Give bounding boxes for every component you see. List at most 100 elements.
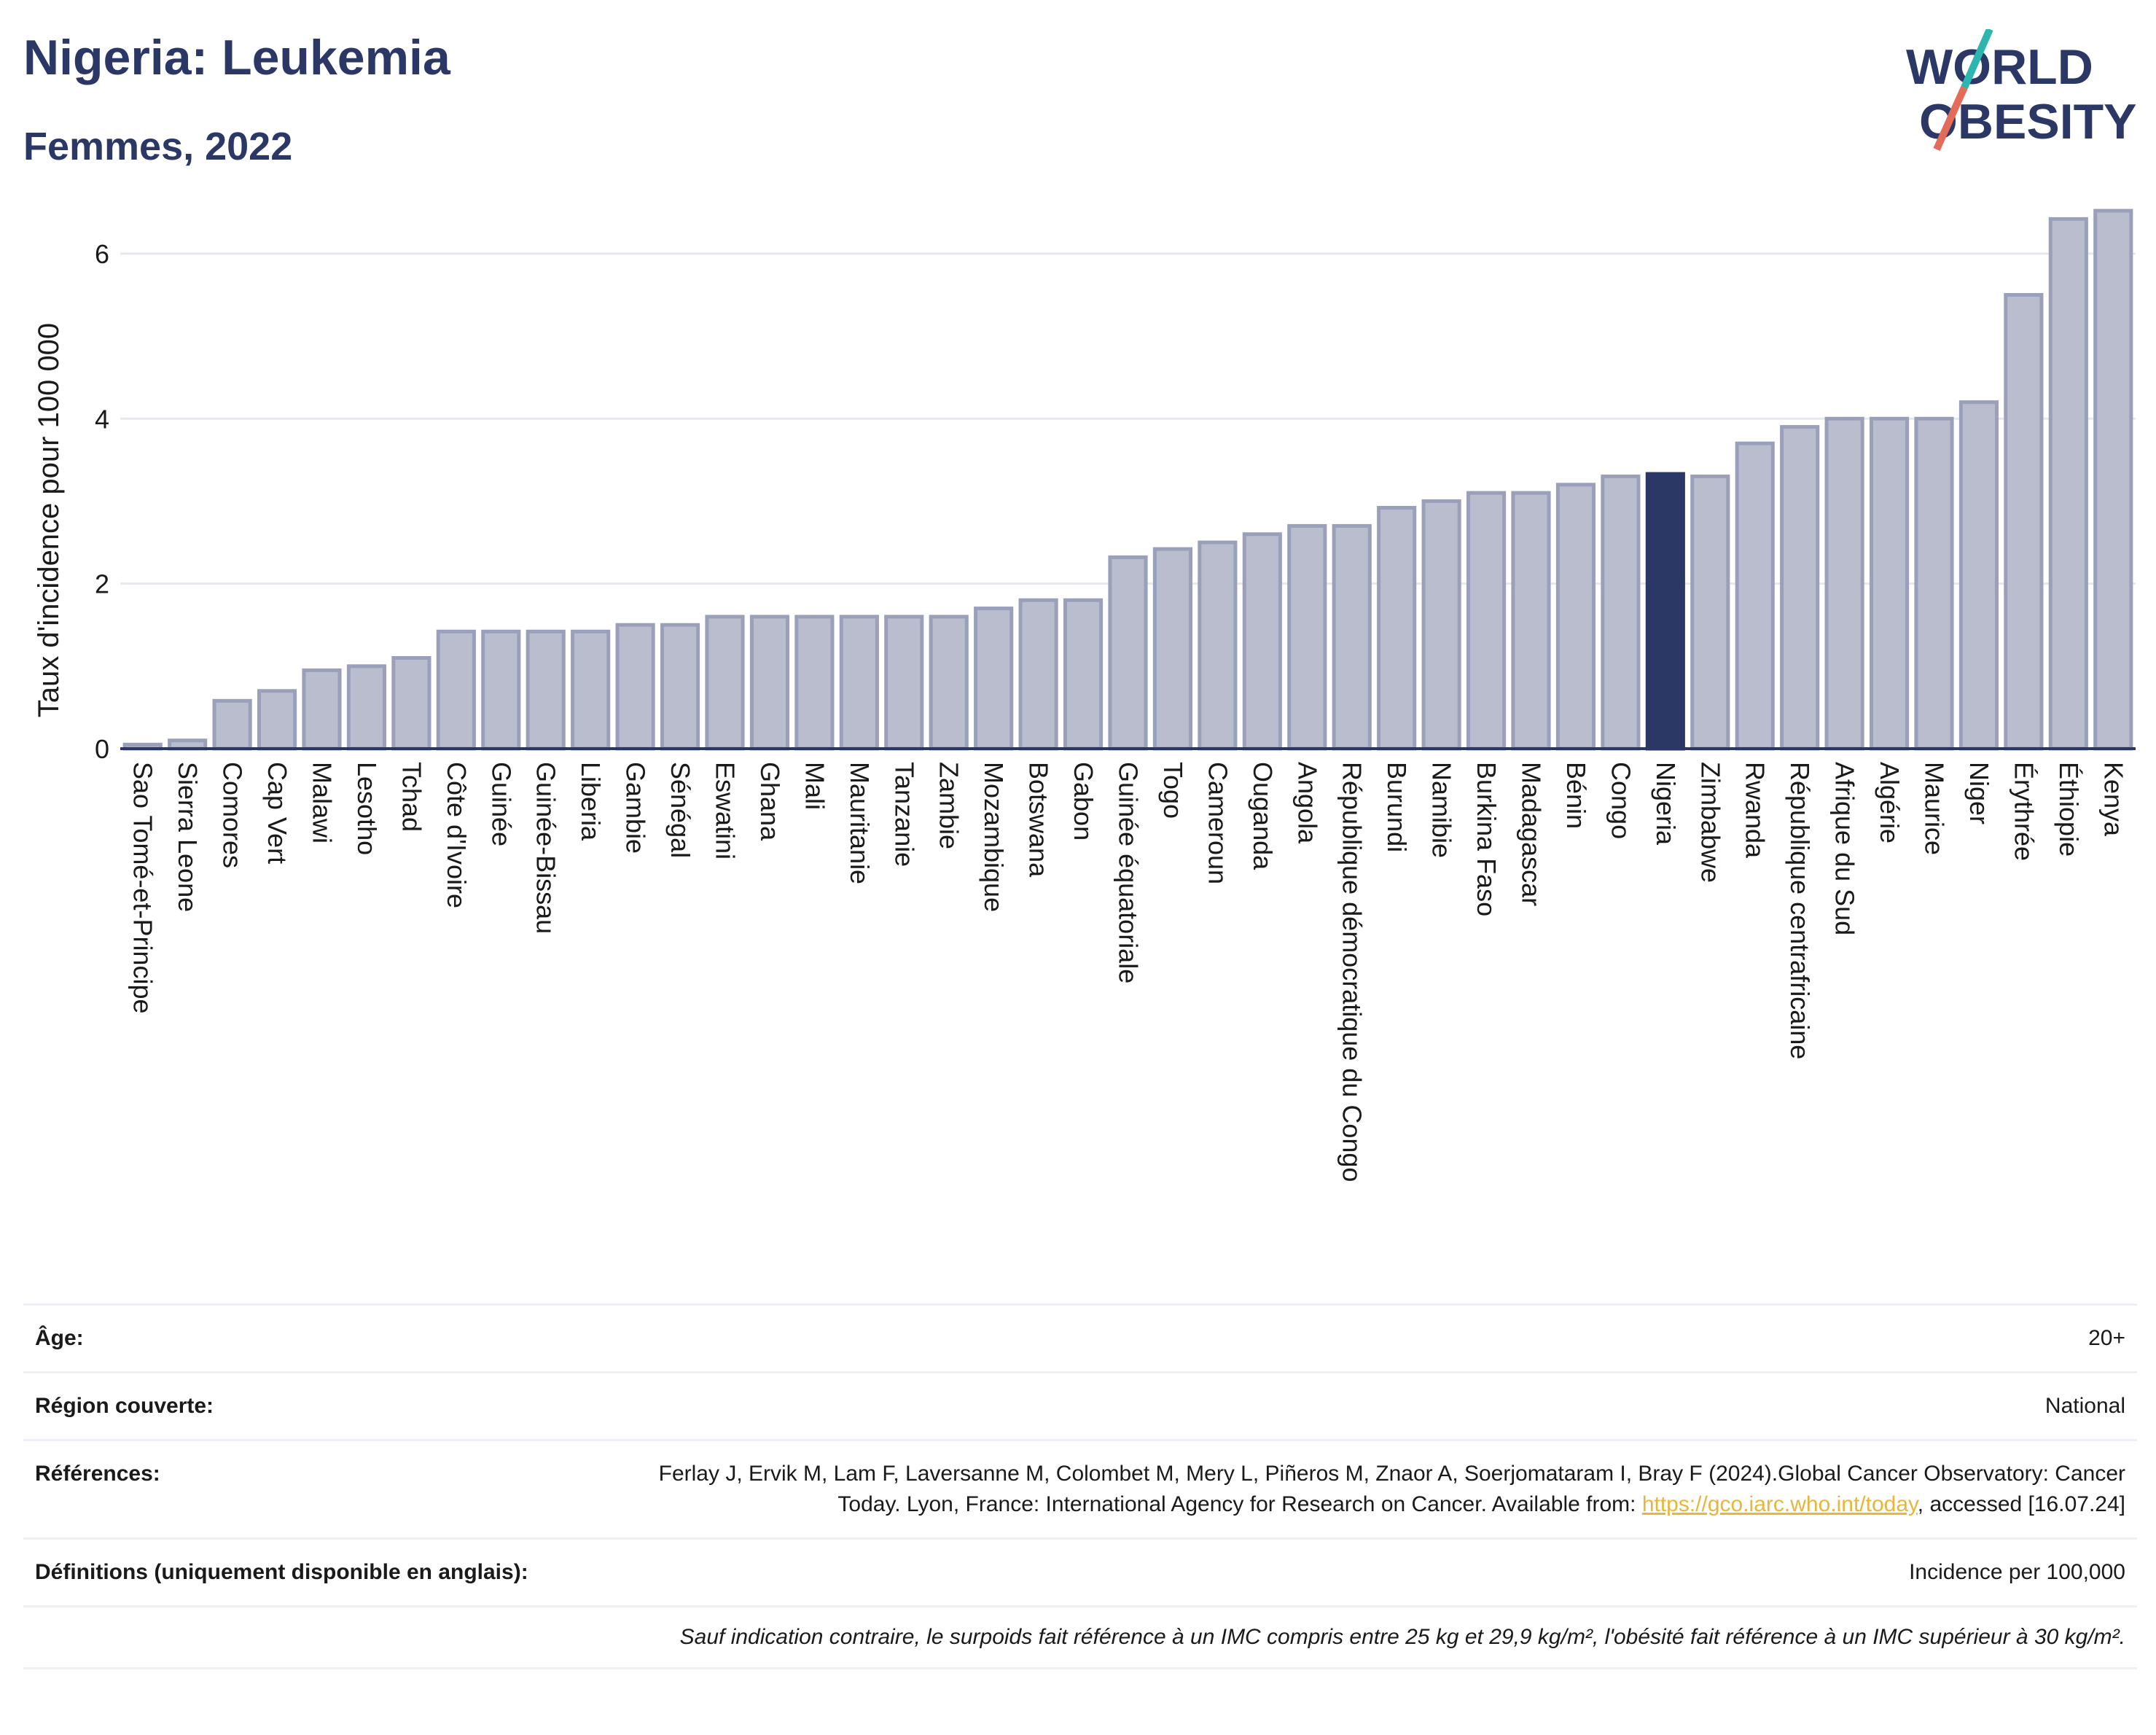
bar bbox=[1511, 491, 1551, 751]
x-tick-label: Gabon bbox=[1069, 762, 1098, 841]
references-text: Ferlay J, Ervik M, Lam F, Laversanne M, … bbox=[658, 1462, 2125, 1516]
bar bbox=[212, 698, 252, 751]
x-tick-label: Madagascar bbox=[1517, 762, 1547, 906]
bar bbox=[929, 615, 969, 751]
bar bbox=[2004, 293, 2044, 751]
bar bbox=[436, 629, 476, 751]
page-subtitle: Femmes, 2022 bbox=[23, 125, 293, 168]
bar bbox=[884, 615, 924, 751]
x-tick-label: Mozambique bbox=[979, 762, 1009, 912]
definitions-value: Incidence per 100,000 bbox=[1909, 1560, 2125, 1584]
bar bbox=[1645, 472, 1685, 751]
bar bbox=[526, 629, 566, 751]
bar bbox=[1377, 506, 1417, 751]
x-tick-label: Kenya bbox=[2098, 762, 2128, 837]
bar bbox=[1018, 598, 1058, 751]
logo-slash-coral bbox=[1933, 85, 1968, 152]
x-tick-label: Éthiopie bbox=[2054, 762, 2084, 857]
x-tick-label: Gambie bbox=[621, 762, 651, 854]
bar bbox=[481, 629, 521, 751]
info-row-age: Âge: 20+ bbox=[23, 1303, 2137, 1371]
bar bbox=[1914, 416, 1954, 751]
x-tick-label: Nigeria bbox=[1651, 762, 1681, 846]
bar bbox=[1690, 475, 1730, 751]
bar bbox=[391, 656, 431, 751]
footnote: Sauf indication contraire, le surpoids f… bbox=[679, 1625, 2125, 1649]
bar bbox=[1198, 540, 1238, 751]
x-tick-label: Burkina Faso bbox=[1472, 762, 1501, 916]
region-value: National bbox=[2044, 1394, 2125, 1418]
info-row-note: Sauf indication contraire, le surpoids f… bbox=[23, 1605, 2137, 1669]
bar bbox=[749, 615, 790, 751]
bars-layer bbox=[120, 208, 2136, 751]
region-label: Région couverte: bbox=[35, 1394, 214, 1418]
x-tick-label: Ghana bbox=[755, 762, 785, 841]
bar bbox=[1108, 555, 1148, 751]
references-link[interactable]: https://gco.iarc.who.int/today bbox=[1641, 1492, 1918, 1516]
bar bbox=[974, 607, 1014, 751]
x-tick-label: Ouganda bbox=[1248, 762, 1278, 870]
x-tick-label: Algérie bbox=[1875, 762, 1905, 843]
bar bbox=[705, 615, 745, 751]
x-tick-label: Zambie bbox=[934, 762, 964, 849]
x-tick-label: Burundi bbox=[1382, 762, 1412, 852]
x-tick-label: Cap Vert bbox=[262, 762, 292, 864]
x-tick-label: Sierra Leone bbox=[173, 762, 203, 912]
y-axis-label: Taux d'incidence pour 100 000 bbox=[33, 323, 65, 717]
bar bbox=[1466, 491, 1507, 751]
bar bbox=[839, 615, 879, 751]
x-tick-label: Guinée équatoriale bbox=[1114, 762, 1144, 983]
x-tick-label: Eswatini bbox=[711, 762, 741, 859]
x-tick-label: Tanzanie bbox=[889, 762, 919, 867]
bar bbox=[2048, 217, 2088, 751]
x-tick-label: Mauritanie bbox=[845, 762, 875, 884]
bar bbox=[1287, 523, 1327, 751]
x-tick-label: Afrique du Sud bbox=[1830, 762, 1860, 935]
x-tick-label: Érythrée bbox=[2009, 762, 2039, 861]
y-tick-label: 6 bbox=[95, 239, 109, 269]
x-tick-label: Malawi bbox=[308, 762, 337, 843]
info-table: Âge: 20+ Région couverte: National Référ… bbox=[23, 1303, 2137, 1669]
x-tick-label: Comores bbox=[218, 762, 248, 868]
x-tick-label: Liberia bbox=[576, 762, 606, 841]
bar bbox=[2093, 208, 2133, 751]
bar bbox=[346, 664, 387, 751]
x-tick-label: Guinée bbox=[486, 762, 516, 846]
x-tick-label: Zimbabwe bbox=[1695, 762, 1725, 883]
bar bbox=[1869, 416, 1910, 751]
x-tick-label: Botswana bbox=[1024, 762, 1054, 878]
references-value: Ferlay J, Ervik M, Lam F, Laversanne M, … bbox=[631, 1459, 2125, 1520]
bar bbox=[1152, 547, 1193, 751]
logo-slash-teal bbox=[1961, 29, 1993, 90]
bar-chart: 0 2 4 6 Sao Tomé-et-Principe Sierra Leone Com… bbox=[33, 208, 2136, 1182]
bar bbox=[1555, 483, 1596, 751]
bar bbox=[660, 623, 700, 751]
bar bbox=[1332, 523, 1372, 751]
x-tick-label: Mali bbox=[800, 762, 829, 810]
x-tick-label: Tchad bbox=[397, 762, 426, 832]
bar bbox=[1063, 598, 1104, 751]
bar bbox=[1780, 425, 1820, 751]
bar bbox=[1958, 400, 1999, 751]
y-tick-label: 0 bbox=[95, 734, 109, 764]
bar bbox=[615, 623, 655, 751]
y-ticks-layer: 0 2 4 6 bbox=[95, 239, 109, 764]
x-tick-label: République démocratique du Congo bbox=[1337, 762, 1367, 1182]
x-tick-label: Sao Tomé-et-Principe bbox=[128, 762, 158, 1014]
x-tick-label: République centrafricaine bbox=[1785, 762, 1815, 1059]
age-value: 20+ bbox=[2088, 1326, 2125, 1350]
bar bbox=[1421, 499, 1461, 751]
x-tick-label: Lesotho bbox=[352, 762, 382, 855]
bar bbox=[1601, 475, 1641, 751]
bar bbox=[1735, 441, 1775, 751]
x-tick-label: Namibie bbox=[1427, 762, 1457, 858]
age-label: Âge: bbox=[35, 1326, 84, 1350]
x-tick-label: Niger bbox=[1964, 762, 1994, 824]
bar bbox=[1242, 532, 1282, 751]
references-label: Références: bbox=[35, 1462, 160, 1486]
x-tick-label: Sénégal bbox=[665, 762, 695, 858]
page-title: Nigeria: Leukemia bbox=[23, 30, 450, 85]
references-tail: , accessed [16.07.24] bbox=[1917, 1492, 2125, 1516]
x-tick-label: Cameroun bbox=[1203, 762, 1233, 884]
info-row-definitions: Définitions (uniquement disponible en an… bbox=[23, 1537, 2137, 1605]
